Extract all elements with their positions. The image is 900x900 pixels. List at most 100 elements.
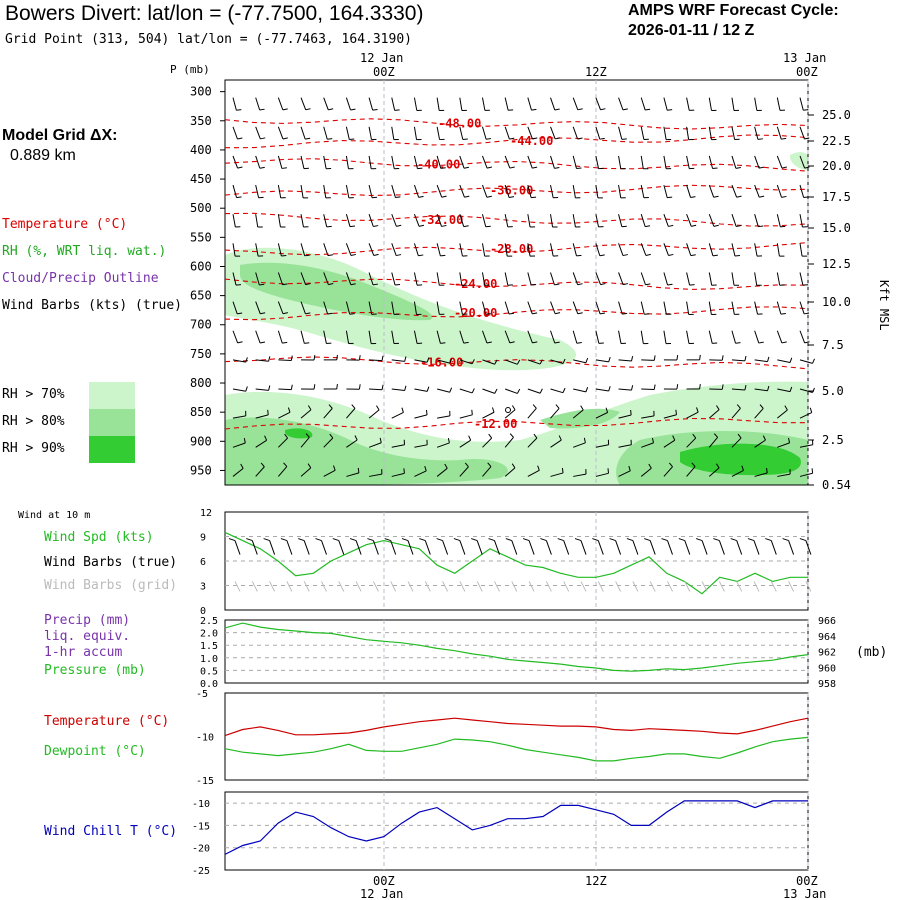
surface-wind-barb-flag bbox=[453, 538, 461, 542]
surface-wind-barb bbox=[540, 538, 552, 592]
wind-barb-flag bbox=[471, 409, 473, 415]
surface-wind-barb bbox=[471, 538, 483, 592]
wind-barb bbox=[346, 384, 361, 390]
wind-barb bbox=[459, 301, 468, 315]
wind-barb bbox=[414, 386, 430, 392]
wind-barb-flag bbox=[721, 355, 724, 361]
wind-barb-staff bbox=[504, 184, 510, 198]
wind-barb-staff bbox=[572, 97, 579, 110]
wind-barb-staff bbox=[504, 330, 511, 344]
wind-barb-staff bbox=[618, 414, 632, 419]
wind-barb-flag bbox=[236, 196, 242, 199]
wind-barb-staff bbox=[527, 214, 531, 228]
top-tick-00z: 00Z bbox=[373, 65, 395, 79]
wind-barb-staff bbox=[754, 472, 768, 477]
wind-barb-staff bbox=[686, 301, 690, 315]
wind-barb bbox=[459, 462, 469, 477]
pressure-tick-label: 550 bbox=[190, 230, 212, 244]
wind-barb bbox=[413, 126, 422, 141]
wind-barb-staff bbox=[277, 243, 282, 257]
surface-wind-barb bbox=[644, 538, 656, 592]
height-tick-label: 17.5 bbox=[822, 190, 851, 204]
wind-barb bbox=[708, 126, 717, 141]
grid-wind-barb-staff bbox=[286, 581, 293, 592]
surface-wind-barb-flag bbox=[557, 538, 564, 542]
wind-barb bbox=[391, 407, 404, 419]
wind-barb bbox=[776, 330, 787, 344]
wind-barb bbox=[459, 435, 472, 448]
wind-barb bbox=[459, 214, 469, 228]
surface-wind-barb bbox=[246, 538, 258, 592]
wind-barb-flag bbox=[268, 385, 271, 391]
wind-barb-staff bbox=[777, 359, 791, 364]
wind-barb-flag bbox=[531, 108, 537, 111]
wind-barb-staff bbox=[232, 388, 246, 392]
wind-barb-staff bbox=[481, 243, 486, 257]
surface-wind-barb-flag bbox=[471, 538, 478, 542]
wind-barb bbox=[686, 407, 699, 419]
wind-barb-staff bbox=[459, 330, 465, 344]
wind-barb-flag bbox=[349, 225, 356, 228]
wind-barb-flag bbox=[305, 137, 311, 140]
height-tick-label: 2.5 bbox=[822, 433, 844, 447]
wind-barb-flag bbox=[532, 166, 538, 169]
grid-wind-barb-staff bbox=[442, 581, 449, 592]
wind-barb-staff bbox=[550, 214, 554, 228]
wind-barb-staff bbox=[550, 408, 560, 419]
wind-barb bbox=[391, 184, 401, 199]
wind-barb bbox=[436, 437, 450, 448]
wind-barb-staff bbox=[323, 469, 336, 477]
wind-barb bbox=[777, 386, 793, 393]
wind-barb-staff bbox=[799, 444, 813, 448]
wind-barb bbox=[731, 243, 740, 257]
wind-barb-flag bbox=[645, 225, 651, 228]
wind-barb-flag bbox=[441, 195, 447, 198]
wind-barb bbox=[345, 330, 354, 345]
wind-barb-staff bbox=[413, 243, 419, 256]
wind-barb bbox=[686, 354, 701, 361]
wind-barb-staff bbox=[686, 155, 690, 169]
wind-barb-flag bbox=[349, 313, 355, 315]
label-wind-spd: Wind Spd (kts) bbox=[44, 530, 154, 545]
surface-wind-barb-staff bbox=[632, 540, 639, 555]
wind-barb-flag bbox=[583, 437, 586, 443]
wind-barb-staff bbox=[663, 414, 677, 419]
wind-barb-flag bbox=[804, 341, 810, 344]
wind-barb bbox=[368, 155, 377, 170]
wind-barb-staff bbox=[436, 388, 450, 393]
wind-barb bbox=[323, 354, 338, 361]
wind-barb-flag bbox=[712, 167, 718, 170]
wind-barb-flag bbox=[696, 407, 699, 413]
wind-barb-flag bbox=[576, 167, 582, 170]
wind-barb-flag bbox=[328, 108, 334, 111]
wind-barb bbox=[277, 462, 288, 477]
wind-barb-staff bbox=[459, 359, 473, 365]
wind-barb-staff bbox=[482, 330, 488, 344]
wind-barb-staff bbox=[232, 272, 237, 286]
wind-barb-staff bbox=[278, 359, 292, 362]
wind-barb bbox=[731, 214, 742, 227]
panel-frame bbox=[224, 791, 809, 871]
grid-wind-barb-staff bbox=[667, 581, 673, 592]
wind-barb-flag bbox=[668, 224, 674, 227]
wind-barb-flag bbox=[357, 467, 360, 473]
wind-barb-staff bbox=[459, 466, 469, 477]
wind-barb-flag bbox=[653, 384, 656, 390]
wind-barb-flag bbox=[812, 387, 815, 393]
wind-barb-staff bbox=[391, 214, 397, 227]
wind-barb-staff bbox=[459, 243, 463, 257]
wind-barb-staff bbox=[482, 126, 487, 140]
wind-barb bbox=[550, 330, 560, 344]
wind-barb-staff bbox=[799, 272, 804, 286]
wind-barb-flag bbox=[376, 405, 380, 411]
wind-barb-flag bbox=[631, 356, 634, 362]
surface-wind-barb-staff bbox=[649, 540, 656, 555]
grid-wind-barb-staff bbox=[303, 581, 310, 592]
wind-barb bbox=[731, 465, 744, 477]
wind-barb bbox=[436, 97, 445, 111]
wind-barb-flag bbox=[672, 435, 676, 441]
wind-barb-staff bbox=[777, 442, 790, 448]
wind-barb bbox=[776, 243, 785, 257]
wind-barb-staff bbox=[232, 214, 236, 228]
